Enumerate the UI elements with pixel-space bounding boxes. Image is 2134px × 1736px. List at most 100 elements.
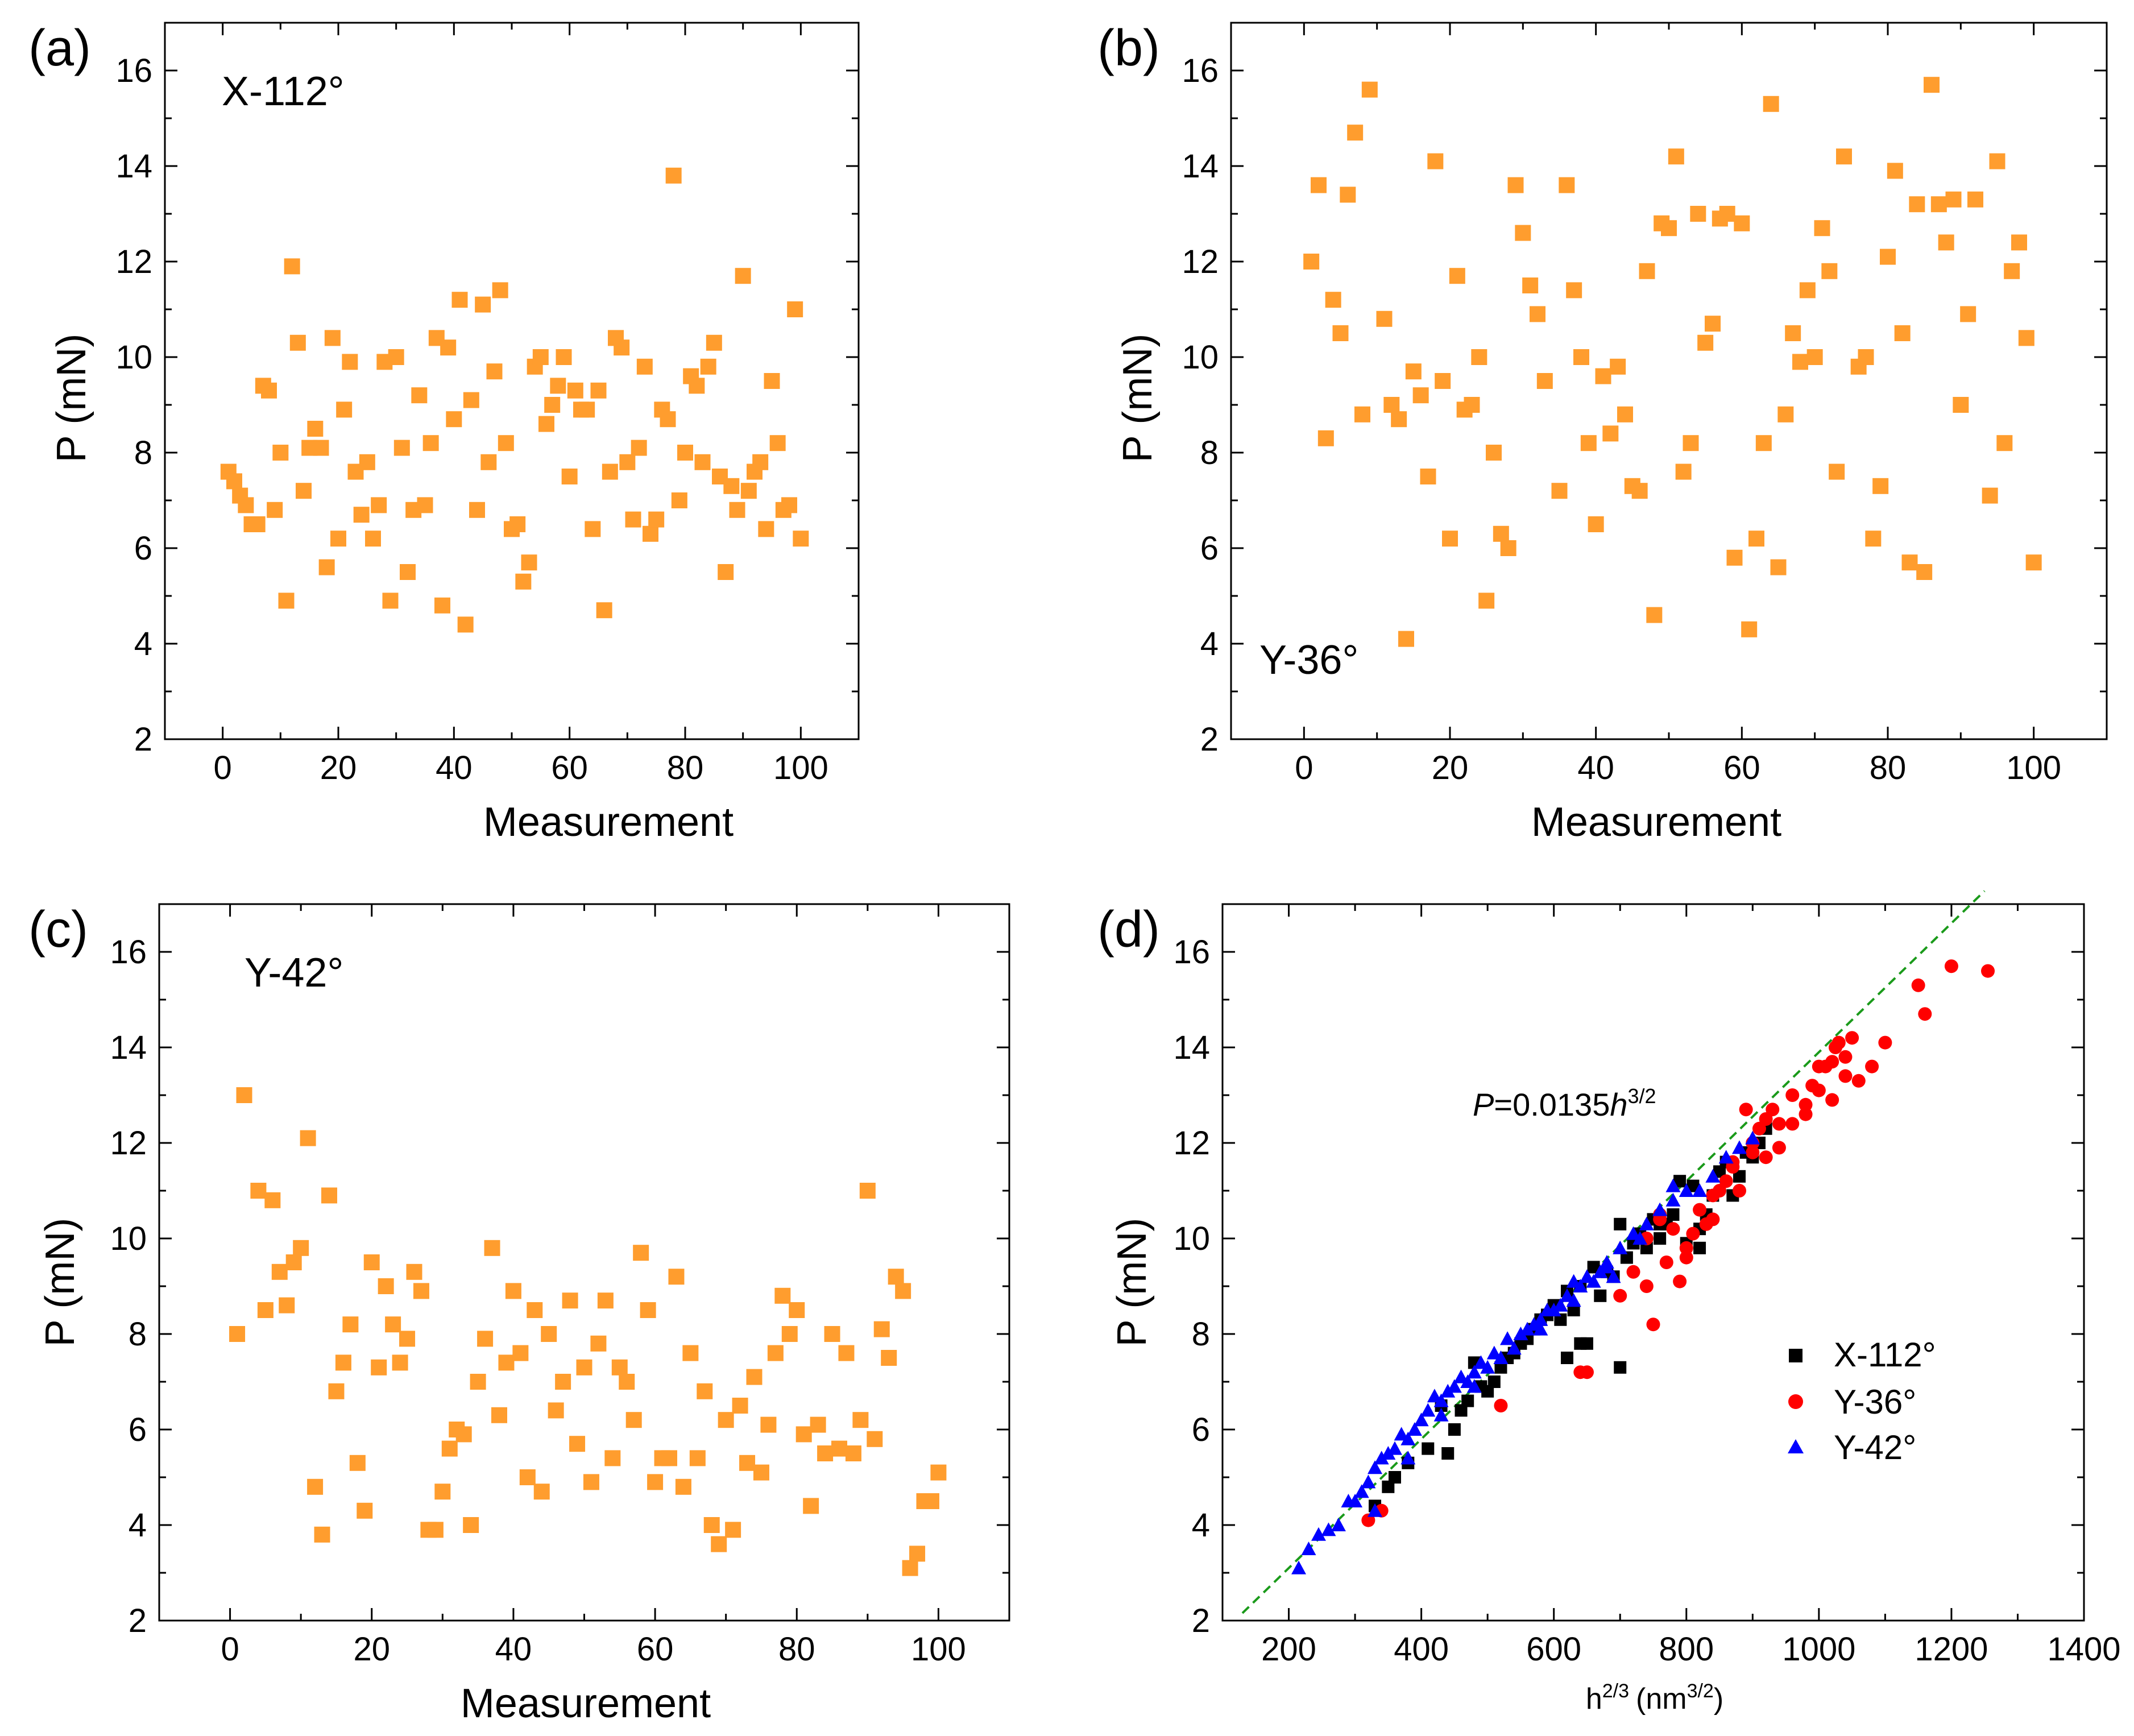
data-point (760, 1416, 777, 1433)
p1-ytick-label: 2 (1200, 721, 1219, 758)
data-point (1433, 1407, 1449, 1422)
data-point (631, 440, 647, 456)
data-point (365, 531, 381, 547)
panel-c: (c) Y-42° Measurement P (mN) 0 20 40 60 80 10… (28, 901, 1010, 1726)
data-point (285, 1254, 302, 1270)
data-point (1567, 1304, 1580, 1316)
data-point (307, 1478, 324, 1495)
data-point (556, 349, 572, 365)
data-point (1435, 373, 1451, 389)
fit-equation: P=0.0135h3/2 (1473, 1084, 1656, 1122)
data-point (1513, 1327, 1528, 1340)
data-point (596, 602, 612, 619)
data-point (1466, 1365, 1482, 1379)
data-point (318, 559, 335, 575)
data-point (718, 564, 734, 580)
data-point (1741, 621, 1758, 637)
data-point (1606, 1269, 1621, 1283)
data-point (1374, 1451, 1389, 1465)
data-point (1530, 306, 1545, 322)
data-point (1381, 1446, 1396, 1460)
data-point (491, 1407, 507, 1423)
data-point (1383, 397, 1400, 413)
data-point (633, 1245, 649, 1261)
data-point (1461, 1394, 1474, 1407)
data-point (279, 1297, 295, 1314)
data-point (668, 1269, 685, 1285)
data-point (930, 1464, 947, 1481)
data-point (1506, 1341, 1522, 1355)
data-point (1693, 1241, 1706, 1254)
data-point (753, 1464, 769, 1481)
data-point (1507, 177, 1524, 193)
data-point (1770, 559, 1787, 575)
data-point (1667, 1208, 1680, 1221)
data-point (1665, 1178, 1681, 1192)
data-point (388, 349, 404, 365)
fit-line (1241, 890, 1986, 1614)
data-point (767, 1345, 784, 1361)
data-point (1448, 1423, 1461, 1436)
data-point (700, 358, 716, 375)
data-point (1442, 531, 1458, 547)
data-point (1901, 554, 1918, 571)
data-point (1686, 1227, 1700, 1241)
data-point (1626, 1265, 1640, 1279)
data-point (1829, 463, 1845, 480)
panel-b-xlabel: Measurement (1531, 799, 1781, 845)
data-point (732, 1398, 748, 1414)
data-point (1464, 397, 1480, 413)
data-point (1812, 1083, 1826, 1097)
data-point (614, 339, 630, 356)
p3-xtick-label: 1200 (1915, 1631, 1988, 1668)
legend-label-y36: Y-36° (1834, 1383, 1916, 1421)
p2-xtick-label: 80 (778, 1631, 815, 1668)
data-point (477, 1331, 494, 1347)
p3-ytick-label: 14 (1173, 1029, 1210, 1066)
data-point (1311, 177, 1327, 193)
data-point (457, 616, 474, 633)
data-point (1546, 1303, 1561, 1316)
data-point (313, 440, 329, 456)
p0-xtick-label: 20 (320, 749, 357, 786)
p2-ytick-label: 6 (129, 1411, 147, 1448)
data-point (1825, 1055, 1839, 1069)
data-point (1588, 516, 1604, 532)
data-point (888, 1269, 904, 1285)
data-point (1831, 1035, 1846, 1050)
data-point (1515, 225, 1531, 241)
data-point (1679, 1241, 1693, 1255)
p0-xtick-label: 100 (773, 749, 828, 786)
data-point (1500, 540, 1516, 556)
data-point (1661, 220, 1677, 237)
data-point (1639, 1279, 1654, 1293)
data-point (1412, 387, 1429, 404)
data-point (590, 1335, 607, 1352)
data-point (1719, 206, 1735, 222)
data-point (1679, 1250, 1693, 1265)
data-point (1960, 306, 1976, 322)
data-point (729, 502, 745, 518)
p1-ytick-label: 12 (1182, 243, 1219, 280)
data-point (257, 1302, 274, 1318)
data-point (1690, 206, 1706, 222)
p3-series-2 (1291, 1130, 1760, 1575)
data-point (1595, 368, 1611, 384)
p1-ytick-label: 14 (1182, 148, 1219, 185)
data-point (440, 339, 457, 356)
data-point (1792, 354, 1808, 370)
p1-series-0 (1303, 77, 2042, 647)
data-point (873, 1321, 890, 1337)
data-point (550, 378, 566, 394)
data-point (1799, 282, 1816, 299)
data-point (1675, 463, 1692, 480)
data-point (1713, 1165, 1726, 1178)
data-point (441, 1440, 458, 1457)
p3-ytick-label: 6 (1192, 1411, 1210, 1448)
data-point (480, 454, 497, 470)
data-point (561, 469, 578, 484)
data-point (1466, 1379, 1482, 1393)
p2-ytick-label: 10 (110, 1220, 147, 1257)
data-point (694, 454, 711, 470)
